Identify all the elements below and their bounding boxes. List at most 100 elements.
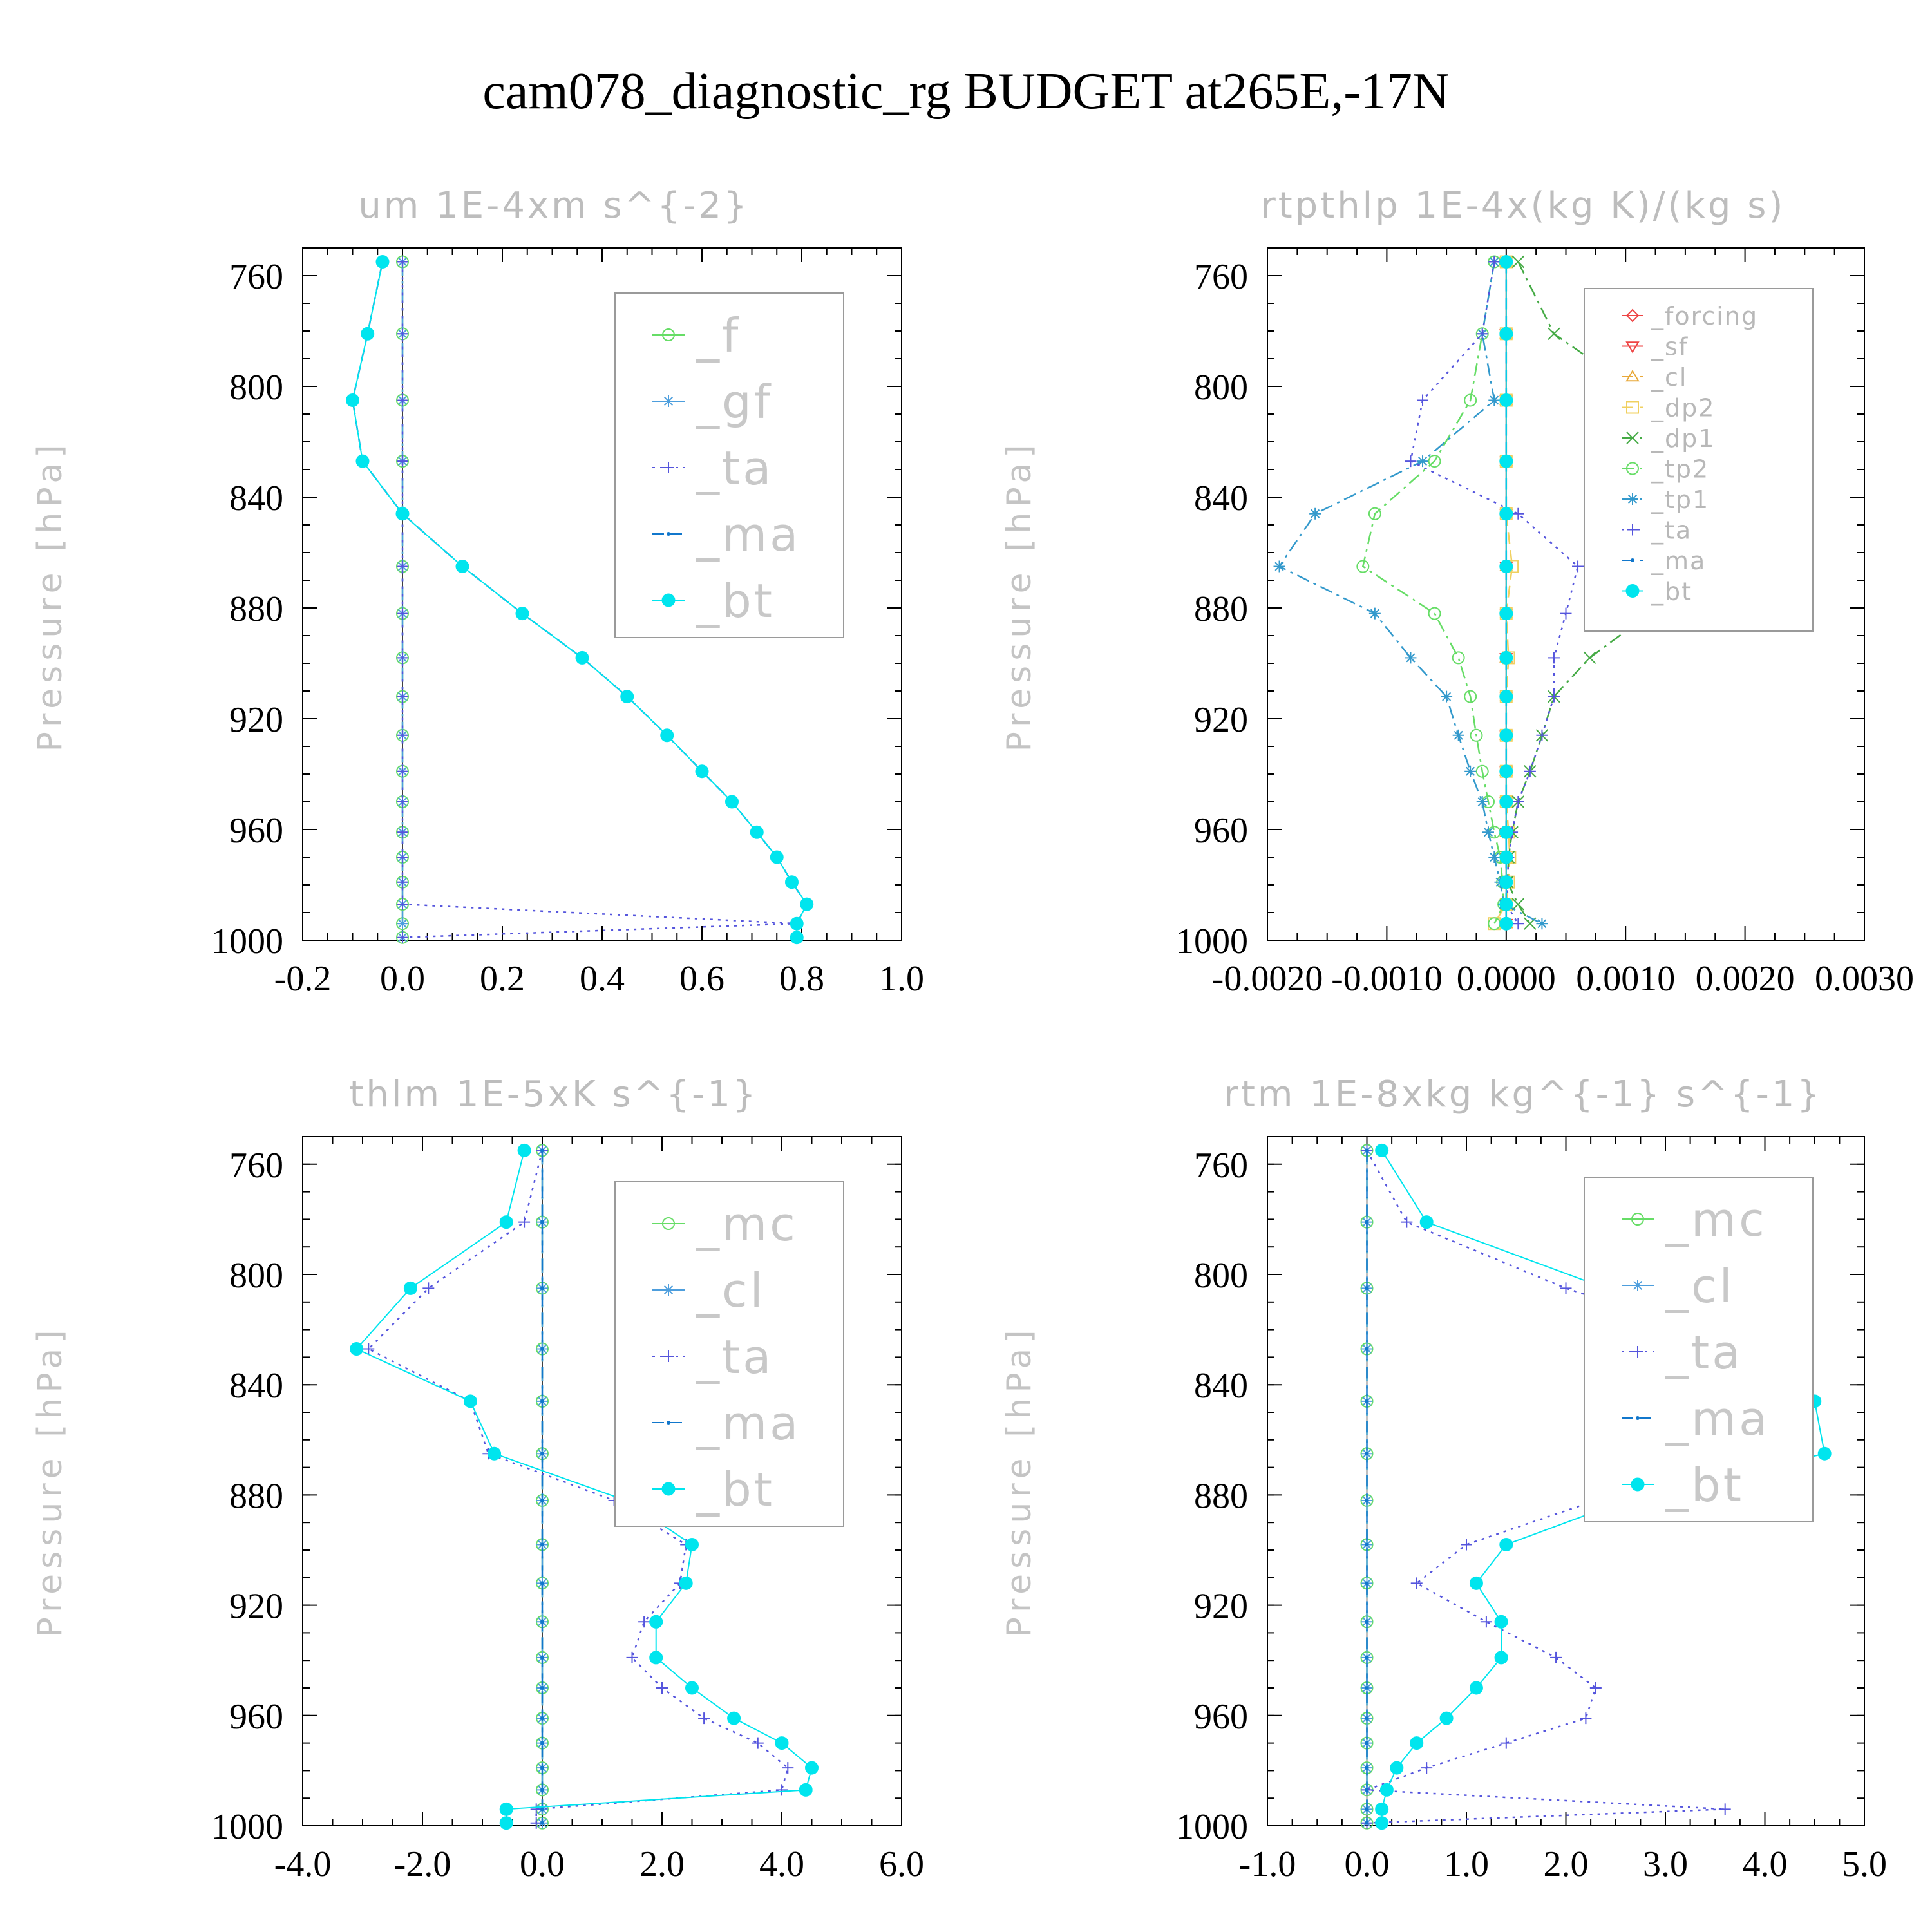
data-point (397, 256, 408, 268)
data-point (397, 652, 408, 664)
data-point (1365, 1716, 1369, 1721)
data-point (1461, 1539, 1472, 1551)
panel-4: rtm 1E-8xkg kg^{-1} s^{-1} Pressure [hPa]… (1000, 1074, 1887, 1884)
data-point (1365, 1399, 1369, 1403)
y-tick-label: 760 (1194, 257, 1248, 297)
data-point (540, 1655, 544, 1660)
y-tick-label: 760 (1194, 1146, 1248, 1186)
legend-marker (663, 1350, 674, 1362)
data-point (518, 1216, 531, 1228)
legend-marker (1626, 431, 1639, 444)
data-point (1499, 507, 1513, 521)
legend-marker (1625, 584, 1640, 598)
data-point (1464, 690, 1477, 703)
data-point (1375, 1816, 1389, 1830)
legend-label: _cl (1665, 1259, 1735, 1313)
y-tick-label: 760 (229, 1146, 283, 1186)
legend-marker (1627, 524, 1638, 536)
y-tick-label: 880 (1194, 1476, 1248, 1516)
data-point (1560, 1282, 1572, 1294)
legend: _f _gf _ta _ma _bt (614, 292, 844, 638)
legend-label: _ma (696, 507, 800, 562)
data-point (1365, 1452, 1369, 1456)
x-tick-label: -2.0 (394, 1844, 451, 1884)
data-point (1499, 875, 1513, 889)
data-point (1512, 796, 1524, 808)
x-tick-label: 0.8 (779, 959, 824, 999)
data-point (1365, 1766, 1369, 1770)
data-point (1572, 560, 1584, 573)
data-point (1365, 1542, 1369, 1547)
data-point (1499, 393, 1513, 407)
data-point (1488, 394, 1501, 406)
data-point (540, 1347, 544, 1351)
series-ma (540, 1148, 544, 1825)
data-point (397, 455, 408, 468)
data-point (517, 1143, 531, 1157)
data-point (530, 1803, 542, 1815)
data-point (397, 328, 408, 340)
data-point (1583, 651, 1596, 665)
data-point (800, 897, 814, 911)
legend-label: _f (696, 308, 741, 363)
data-point (1476, 328, 1488, 340)
legend-box (614, 1181, 844, 1527)
y-tick-label: 960 (229, 811, 283, 851)
data-point (350, 1342, 364, 1356)
data-point (530, 1817, 542, 1829)
data-point (1428, 607, 1441, 620)
y-tick-label: 1000 (211, 1807, 283, 1847)
data-point (1273, 560, 1285, 573)
y-tick-label: 960 (1194, 811, 1248, 851)
panel-title: rtm 1E-8xkg kg^{-1} s^{-1} (1224, 1074, 1823, 1115)
x-tick-label: 1.0 (1444, 1844, 1489, 1884)
data-point (698, 1712, 710, 1725)
legend-marker (662, 1217, 675, 1230)
legend-marker (1631, 558, 1634, 562)
data-point (1719, 1803, 1731, 1815)
y-axis-label: Pressure [hPa] (31, 1325, 70, 1638)
legend-label: _ma (696, 1396, 800, 1450)
legend-label: _gf (696, 375, 773, 429)
data-point (685, 1537, 699, 1551)
data-point (1379, 1783, 1394, 1797)
legend-label: _ta (696, 441, 773, 495)
x-tick-label: 4.0 (1743, 1844, 1788, 1884)
data-point (575, 650, 589, 665)
data-point (1536, 918, 1548, 930)
panel-1: um 1E-4xm s^{-2} Pressure [hPa] -0.2 0.0 0.2… (31, 185, 924, 999)
y-tick-label: 800 (1194, 368, 1248, 408)
data-point (1580, 1712, 1592, 1725)
legend-label: _mc (1665, 1193, 1767, 1247)
data-point (499, 1802, 513, 1816)
data-point (403, 1281, 417, 1295)
data-point (397, 918, 408, 930)
data-point (1452, 651, 1465, 665)
data-point (397, 394, 408, 406)
legend-box (1584, 1177, 1814, 1522)
data-point (1499, 327, 1513, 341)
legend-marker (663, 462, 674, 473)
y-tick-label: 800 (1194, 1256, 1248, 1296)
data-point (1365, 1620, 1369, 1624)
data-point (499, 1215, 513, 1229)
data-point (1439, 1711, 1454, 1725)
data-point (397, 560, 408, 573)
data-point (1476, 796, 1488, 808)
data-point (620, 690, 634, 704)
legend-marker (663, 1284, 674, 1296)
y-tick-label: 800 (229, 1256, 283, 1296)
y-tick-label: 880 (1194, 589, 1248, 629)
data-point (1499, 690, 1513, 704)
data-point (1365, 1655, 1369, 1660)
legend-box (614, 292, 844, 638)
y-tick-label: 840 (1194, 1366, 1248, 1406)
legend-label: _forcing (1651, 302, 1758, 330)
data-point (540, 1498, 544, 1502)
data-point (1365, 1498, 1369, 1502)
legend-label: _ta (1651, 516, 1692, 545)
data-point (1499, 897, 1513, 911)
legend-label: _ma (1665, 1392, 1770, 1446)
data-point (649, 1651, 663, 1665)
